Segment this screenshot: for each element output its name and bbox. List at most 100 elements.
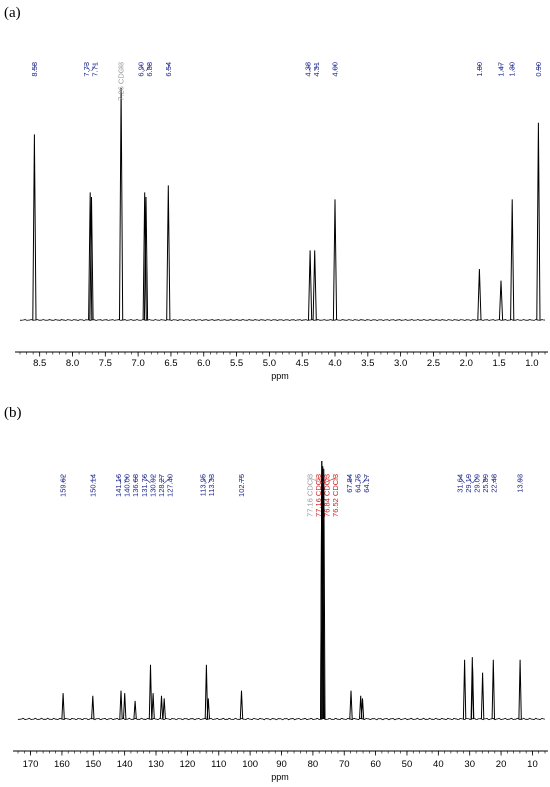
peak-label-connector: [322, 476, 328, 484]
spectrum-peak: [332, 199, 338, 321]
peak-label: 67.84: [345, 474, 354, 493]
x-tick-label: 150: [85, 759, 101, 770]
x-tick-label: 110: [211, 759, 226, 770]
peak-label-connector: [314, 64, 317, 72]
peak-label: 7.73: [82, 62, 91, 77]
spectrum-peak: [536, 122, 541, 321]
spectrum-peak: [159, 695, 164, 720]
x-tick-label: 60: [370, 759, 381, 770]
peak-label-connector: [362, 476, 367, 484]
peak-label: 131.76: [140, 474, 149, 497]
spectrum-peak: [119, 690, 123, 720]
peak-label-connector: [493, 476, 495, 484]
peak-label: 76.84 CDCl3: [322, 474, 331, 517]
peak-label-connector: [124, 476, 128, 484]
x-tick-label: 7.5: [99, 358, 112, 369]
x-tick-label: 8.5: [33, 358, 46, 369]
x-tick-label: 90: [276, 759, 287, 770]
peak-label-connector: [91, 64, 96, 72]
peak-label-connector: [118, 476, 122, 484]
peak-label: 141.16: [114, 474, 123, 497]
peak-label: 140.00: [122, 474, 131, 497]
peak-label: 127.40: [166, 474, 175, 497]
peak-label-connector: [144, 476, 151, 484]
peak-label: 113.33: [207, 474, 216, 496]
spectrum-peak: [119, 87, 124, 321]
peak-label-connector: [202, 476, 207, 484]
spectrum-peak: [498, 280, 504, 321]
peak-label: 77.16 CDCl3: [305, 474, 314, 517]
peak-label: 7.71: [91, 62, 100, 77]
x-tick-label: 7.0: [132, 358, 145, 369]
peak-label: 150.14: [88, 474, 97, 497]
x-tick-label: 4.0: [328, 358, 341, 369]
peak-label: 136.68: [131, 474, 140, 497]
peak-label: 4.38: [304, 62, 313, 77]
x-tick-label: 100: [242, 759, 258, 770]
spectrum-peak: [510, 199, 515, 321]
peak-label: 159.62: [59, 474, 68, 497]
x-tick-label: 170: [23, 759, 39, 770]
panel-a-label: (a): [4, 5, 21, 21]
x-tick-label: 130: [148, 759, 164, 770]
peak-label-connector: [309, 476, 322, 484]
peak-label-connector: [307, 64, 311, 72]
peak-label: 76.52 CDCl3: [331, 474, 340, 517]
peak-label-connector: [208, 476, 212, 484]
peak-label-connector: [145, 64, 150, 72]
x-tick-label: 4.5: [296, 358, 309, 369]
x-tick-label: 120: [179, 759, 195, 770]
x-tick-label: 6.5: [164, 358, 177, 369]
peak-label-connector: [472, 476, 478, 484]
peak-label: 64.75: [354, 474, 363, 493]
spectrum-peak: [462, 659, 467, 720]
peak-label: 102.75: [237, 474, 246, 497]
spectrum-peak: [162, 698, 166, 720]
x-tick-label: 2.0: [460, 358, 473, 369]
spectrum-peak: [322, 468, 326, 720]
peak-label: 4.31: [312, 62, 321, 77]
peak-label: 6.88: [145, 62, 154, 77]
peak-label: 64.17: [362, 474, 371, 493]
spectrum-peak: [480, 672, 485, 720]
spectrum-peak: [151, 693, 155, 720]
peak-label-connector: [140, 64, 145, 72]
spectrum-peak: [123, 693, 127, 720]
peak-label: 6.90: [137, 62, 146, 77]
spectrum-peak: [133, 700, 137, 720]
peak-label: 130.92: [149, 474, 158, 497]
x-tick-label: 1.0: [525, 358, 538, 369]
x-tick-label: 8.0: [66, 358, 79, 369]
spectrum-peak: [206, 698, 210, 720]
peak-label: 29.09: [473, 474, 482, 493]
spectrum-peak: [148, 664, 153, 720]
peak-label: 7.26 CDCl3: [117, 62, 126, 101]
spectrum-peak: [143, 196, 149, 321]
x-tick-label: 5.0: [263, 358, 276, 369]
peak-label-connector: [468, 476, 473, 484]
spectrum-baseline: [19, 319, 546, 321]
peak-label: 22.48: [490, 474, 499, 493]
spectrum-peak: [32, 134, 37, 321]
x-tick-label: 50: [402, 759, 413, 770]
panel-a-spectrum: 8.58 7.73 7.71 7.26 CDCl3 6.90 6.88 6.54 4.38 4.…: [15, 62, 548, 369]
peak-label-connector: [164, 476, 171, 484]
x-tick-label: 6.0: [197, 358, 210, 369]
peak-label: 13.93: [516, 474, 525, 493]
spectrum-peak: [308, 250, 313, 321]
peak-label-connector: [482, 476, 486, 484]
spectrum-peak: [477, 268, 482, 321]
peak-label: 128.27: [157, 474, 166, 497]
x-tick-label: 10: [527, 759, 538, 770]
panel-b-label: (b): [4, 405, 22, 421]
panel-a-axis-title: ppm: [271, 371, 289, 381]
peak-label: 113.95: [199, 474, 208, 496]
peak-label-connector: [86, 64, 91, 72]
spectrum-peak: [239, 690, 244, 720]
spectrum-peak: [312, 250, 317, 321]
panel-b-axis-title: ppm: [271, 772, 289, 782]
spectrum-peak: [204, 664, 209, 720]
peak-label: 31.64: [456, 474, 465, 493]
peak-label-connector: [323, 476, 336, 484]
